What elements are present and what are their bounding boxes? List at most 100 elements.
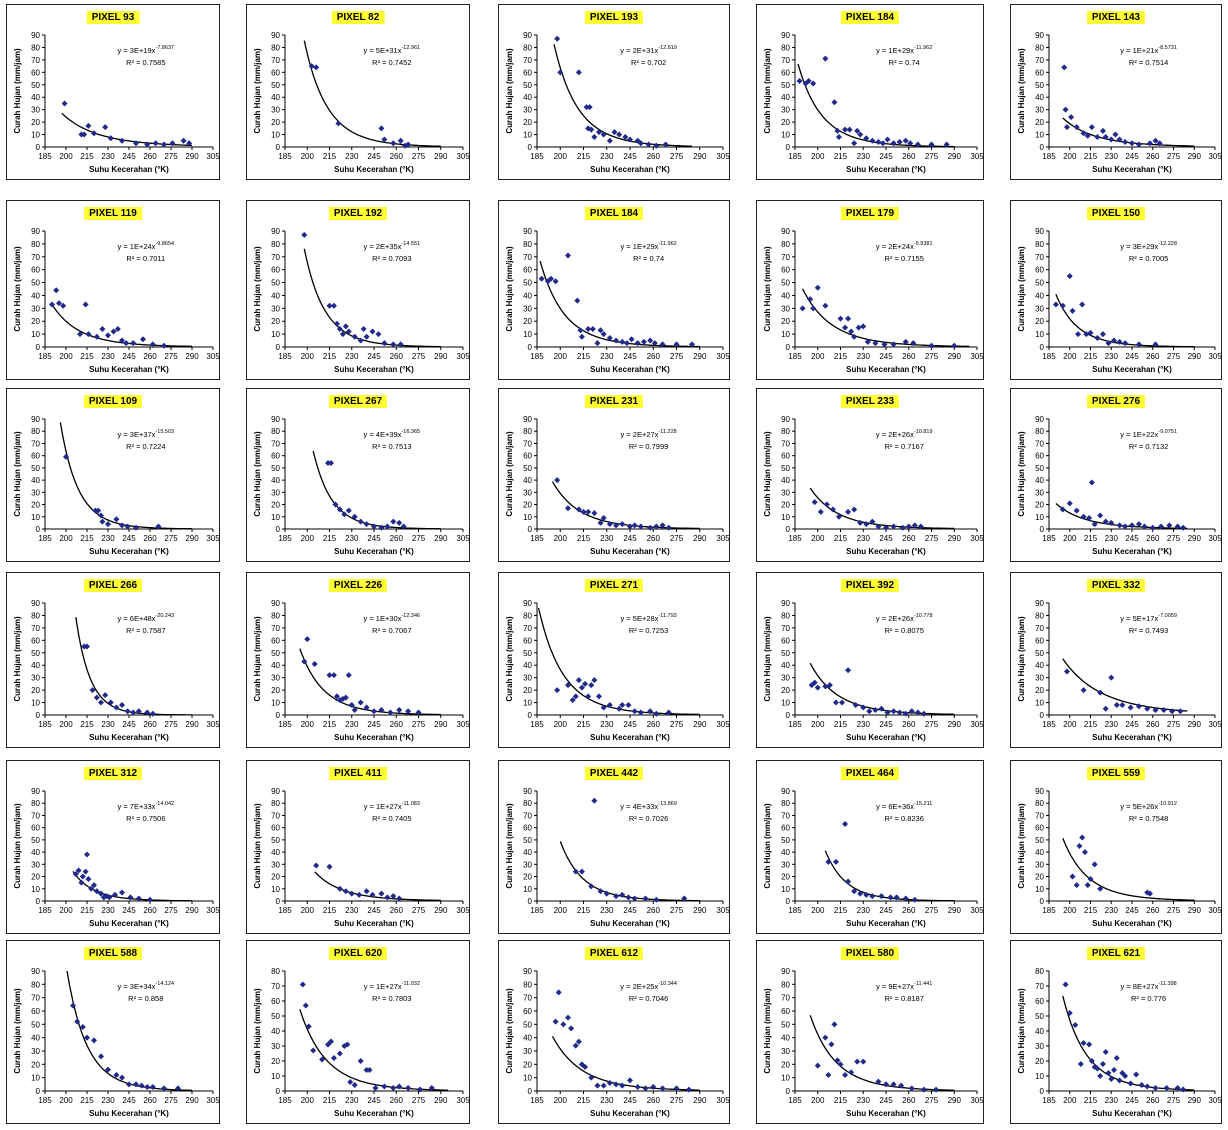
data-point [887,894,894,901]
data-point [597,327,604,334]
data-point [860,323,867,330]
x-tick-label: 290 [693,720,707,729]
data-point [628,336,635,343]
chart-title: PIXEL 192 [328,207,388,220]
data-point [105,521,111,528]
data-point [1062,106,1069,113]
data-point [107,699,114,706]
x-tick-label: 245 [1125,152,1139,161]
data-point [653,896,660,903]
x-tick-label: 245 [122,152,136,161]
y-tick-label: 10 [31,699,40,708]
x-axis-label: Suhu Kecerahan (°K) [1092,365,1172,374]
y-tick-label: 10 [781,513,790,522]
data-point [1094,334,1101,341]
x-tick-label: 275 [670,906,684,915]
data-point [180,137,187,144]
data-point [811,499,818,506]
chart-title: PIXEL 233 [840,395,900,408]
data-point [673,341,680,348]
data-point [74,1018,81,1025]
data-point [851,506,858,513]
x-tick-label: 290 [1188,720,1202,729]
chart-panel: PIXEL 442 0 10 20 30 40 50 60 70 80 90 185 200 215 230… [498,760,730,934]
data-point [1144,705,1151,712]
x-tick-label: 230 [101,906,115,915]
y-axis-label: Curah Hujan (mm/jam) [763,246,772,332]
x-tick-label: 275 [925,720,939,729]
data-point [883,524,889,531]
data-point [855,324,862,331]
x-tick-label: 260 [390,352,404,361]
data-point [351,1082,358,1088]
data-point [603,890,610,897]
chart-panel: PIXEL 620 0 10 20 30 40 50 60 70 80 185 200 215 230 24… [246,940,470,1124]
x-tick-label: 215 [323,152,337,161]
y-tick-label: 30 [31,674,40,683]
x-tick-label: 215 [577,534,591,543]
y-axis-label: Curah Hujan (mm/jam) [505,803,514,889]
chart-title: PIXEL 332 [1086,579,1146,592]
data-point [1135,703,1142,710]
data-point [890,140,897,147]
y-tick-label: 60 [31,68,40,77]
y-tick-label: 40 [31,476,40,485]
chart-panel: PIXEL 93 0 10 20 30 40 50 60 70 80 90 185 200 215 230 2… [6,4,220,180]
data-point [600,515,607,521]
data-point [1180,1086,1187,1093]
y-tick-label: 0 [786,525,791,534]
data-point [616,131,623,138]
y-tick-label: 0 [1040,525,1045,534]
x-tick-label: 200 [554,1096,568,1105]
data-point [363,704,370,711]
x-tick-label: 290 [693,906,707,915]
y-tick-label: 40 [781,476,790,485]
data-point [149,1084,156,1090]
x-tick-label: 185 [788,152,802,161]
y-tick-label: 50 [31,836,40,845]
y-tick-label: 0 [276,525,281,534]
data-point [572,868,579,875]
r2-label: R² = 0.74 [889,58,920,67]
chart-panel: PIXEL 119 0 10 20 30 40 50 60 70 80 90 185 200 215 230… [6,200,220,380]
x-tick-label: 290 [948,152,962,161]
x-tick-label: 245 [879,1096,893,1105]
x-tick-label: 260 [143,1096,157,1105]
data-point [113,1072,120,1078]
trend-curve [72,871,192,901]
x-axis-label: Suhu Kecerahan (°K) [334,165,414,174]
y-tick-label: 20 [781,1060,790,1069]
x-tick-label: 200 [554,906,568,915]
y-tick-label: 40 [31,93,40,102]
data-point [613,337,620,344]
x-tick-label: 305 [456,534,470,543]
data-point [91,882,97,889]
data-point [336,506,343,513]
data-point [555,989,562,996]
equation-label: y = 2E+26x-10.778 [876,613,933,623]
data-point [594,340,601,347]
equation-label: y = 2E+31x-12.819 [620,45,677,55]
x-tick-label: 245 [122,534,136,543]
chart-svg: 0 10 20 30 40 50 60 70 80 90 185 200 215 230 245 260 275… [763,599,984,742]
y-axis-label: Curah Hujan (mm/jam) [253,803,262,889]
data-point [390,893,397,900]
x-tick-label: 305 [970,534,984,543]
y-tick-label: 0 [276,343,281,352]
y-tick-label: 10 [31,131,40,140]
x-tick-label: 245 [1125,720,1139,729]
y-tick-label: 90 [1035,227,1044,236]
x-tick-label: 260 [143,534,157,543]
data-point [622,134,629,141]
x-tick-label: 230 [345,906,359,915]
x-tick-label: 200 [59,352,73,361]
data-point [102,124,109,131]
chart-svg: 0 10 20 30 40 50 60 70 80 90 185 200 215 230 245 260 275… [253,599,470,742]
y-tick-label: 50 [781,464,790,473]
y-tick-label: 90 [31,415,40,424]
x-tick-label: 260 [1146,906,1160,915]
data-point [585,125,592,132]
equation-label: y = 5E+26x-10.912 [1120,801,1177,811]
y-axis-label: Curah Hujan (mm/jam) [505,246,514,332]
chart-panel: PIXEL 312 0 10 20 30 40 50 60 70 80 90 185 200 215 230… [6,760,220,934]
